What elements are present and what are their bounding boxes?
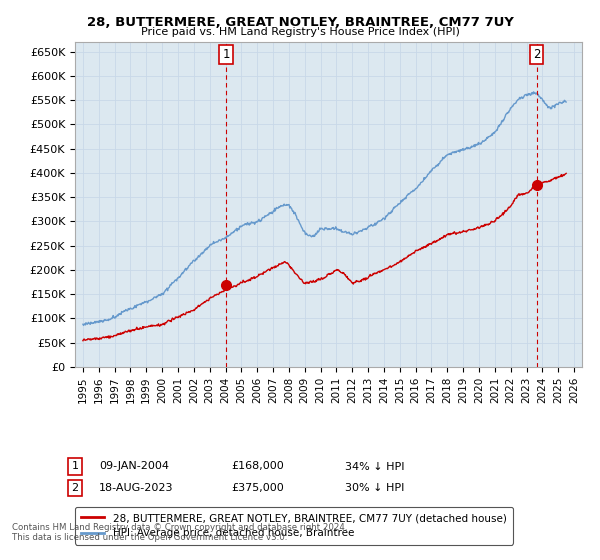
Text: 34% ↓ HPI: 34% ↓ HPI — [345, 461, 404, 472]
Text: 1: 1 — [71, 461, 79, 472]
Text: This data is licensed under the Open Government Licence v3.0.: This data is licensed under the Open Gov… — [12, 533, 287, 542]
Text: 30% ↓ HPI: 30% ↓ HPI — [345, 483, 404, 493]
Text: 18-AUG-2023: 18-AUG-2023 — [99, 483, 173, 493]
Text: £168,000: £168,000 — [231, 461, 284, 472]
Text: 28, BUTTERMERE, GREAT NOTLEY, BRAINTREE, CM77 7UY: 28, BUTTERMERE, GREAT NOTLEY, BRAINTREE,… — [86, 16, 514, 29]
Text: 2: 2 — [533, 48, 540, 60]
Text: £375,000: £375,000 — [231, 483, 284, 493]
Text: 2: 2 — [71, 483, 79, 493]
Text: 1: 1 — [222, 48, 230, 60]
Legend: 28, BUTTERMERE, GREAT NOTLEY, BRAINTREE, CM77 7UY (detached house), HPI: Average: 28, BUTTERMERE, GREAT NOTLEY, BRAINTREE,… — [75, 507, 513, 544]
Text: Price paid vs. HM Land Registry's House Price Index (HPI): Price paid vs. HM Land Registry's House … — [140, 27, 460, 37]
Text: 09-JAN-2004: 09-JAN-2004 — [99, 461, 169, 472]
Text: Contains HM Land Registry data © Crown copyright and database right 2024.: Contains HM Land Registry data © Crown c… — [12, 523, 347, 532]
